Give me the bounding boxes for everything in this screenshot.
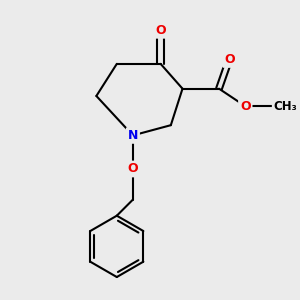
Text: O: O bbox=[128, 163, 138, 176]
Text: O: O bbox=[240, 100, 250, 113]
Text: N: N bbox=[128, 129, 138, 142]
Text: CH₃: CH₃ bbox=[273, 100, 297, 113]
Text: O: O bbox=[155, 24, 166, 37]
Text: O: O bbox=[224, 53, 235, 66]
